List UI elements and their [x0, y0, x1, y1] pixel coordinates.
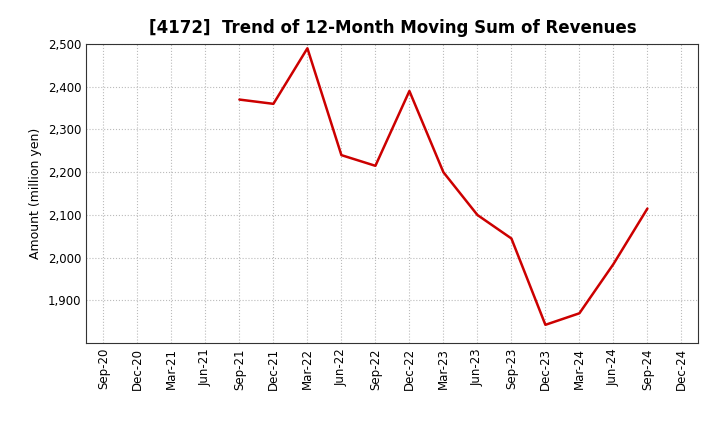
Title: [4172]  Trend of 12-Month Moving Sum of Revenues: [4172] Trend of 12-Month Moving Sum of R…: [148, 19, 636, 37]
Y-axis label: Amount (million yen): Amount (million yen): [30, 128, 42, 259]
